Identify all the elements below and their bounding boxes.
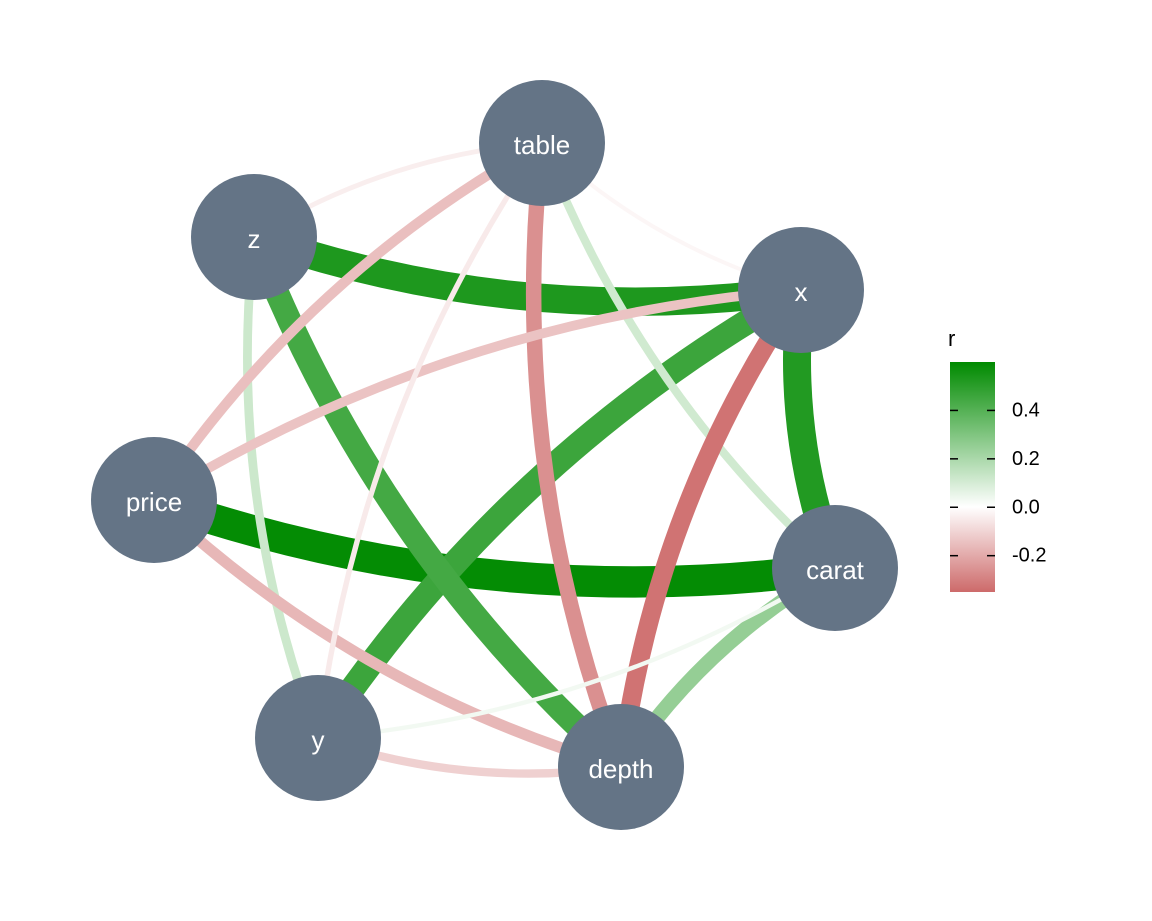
node-label-z: z	[248, 224, 261, 254]
edge-table-price	[149, 138, 545, 503]
node-label-y: y	[312, 725, 325, 755]
edge-price-carat	[148, 485, 838, 598]
edge-price-depth	[150, 495, 623, 773]
edge-y-carat	[317, 566, 837, 741]
legend-tick-label: 0.4	[1012, 399, 1040, 421]
node-circle-depth	[558, 704, 684, 830]
edge-x-depth	[611, 284, 809, 769]
legend-tick-label: -0.2	[1012, 545, 1046, 567]
node-label-carat: carat	[806, 555, 865, 585]
legend-ticks: 0.4 0.2 0.0 -0.2	[950, 399, 1046, 567]
node-price: price	[91, 437, 217, 563]
legend-colorbar	[950, 362, 995, 592]
nodes-layer: table z x price carat y depth	[91, 80, 898, 830]
node-z: z	[191, 174, 317, 300]
node-circle-price	[91, 437, 217, 563]
node-label-price: price	[126, 487, 182, 517]
edge-table-y	[315, 141, 545, 739]
node-circle-z	[191, 174, 317, 300]
legend-tick-label: 0.0	[1012, 496, 1040, 518]
legend-title: r	[948, 326, 955, 351]
color-legend: r 0.4 0.2 0.0 -0.2	[948, 326, 1046, 592]
node-label-x: x	[795, 277, 808, 307]
edge-x-price	[151, 285, 802, 505]
node-label-depth: depth	[588, 754, 653, 784]
node-circle-x	[738, 227, 864, 353]
node-y: y	[255, 675, 381, 801]
edge-z-y	[243, 236, 323, 740]
node-label-table: table	[514, 130, 570, 160]
node-carat: carat	[772, 505, 898, 631]
edge-z-depth	[242, 232, 630, 776]
node-table: table	[479, 80, 605, 206]
node-circle-carat	[772, 505, 898, 631]
node-circle-table	[479, 80, 605, 206]
node-depth: depth	[558, 704, 684, 830]
node-circle-y	[255, 675, 381, 801]
edge-table-carat	[538, 141, 838, 572]
legend-tick-label: 0.2	[1012, 448, 1040, 470]
node-x: x	[738, 227, 864, 353]
